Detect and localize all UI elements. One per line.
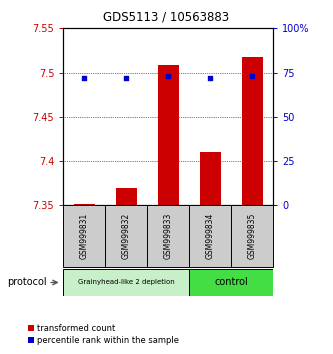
Point	[249, 73, 255, 79]
Text: GSM999833: GSM999833	[164, 213, 173, 259]
Legend: transformed count, percentile rank within the sample: transformed count, percentile rank withi…	[24, 321, 183, 348]
Text: GSM999831: GSM999831	[80, 213, 89, 259]
Bar	[147, 205, 189, 267]
Point	[82, 75, 87, 81]
Point	[166, 73, 171, 79]
Bar	[116, 188, 137, 205]
Text: GDS5113 / 10563883: GDS5113 / 10563883	[104, 11, 229, 24]
Text: GSM999832: GSM999832	[122, 213, 131, 259]
Bar	[105, 205, 147, 267]
Bar	[200, 152, 220, 205]
Point	[124, 75, 129, 81]
Bar	[231, 205, 273, 267]
Text: control: control	[214, 277, 248, 287]
Bar	[189, 205, 231, 267]
Text: GSM999834: GSM999834	[205, 213, 215, 259]
Text: protocol: protocol	[7, 278, 46, 287]
Bar	[63, 205, 105, 267]
Bar	[242, 57, 262, 205]
Bar	[158, 65, 178, 205]
Text: GSM999835: GSM999835	[247, 213, 257, 259]
Bar	[74, 204, 95, 205]
Bar	[63, 269, 189, 296]
Point	[207, 75, 213, 81]
Text: Grainyhead-like 2 depletion: Grainyhead-like 2 depletion	[78, 279, 174, 285]
Bar	[189, 269, 273, 296]
